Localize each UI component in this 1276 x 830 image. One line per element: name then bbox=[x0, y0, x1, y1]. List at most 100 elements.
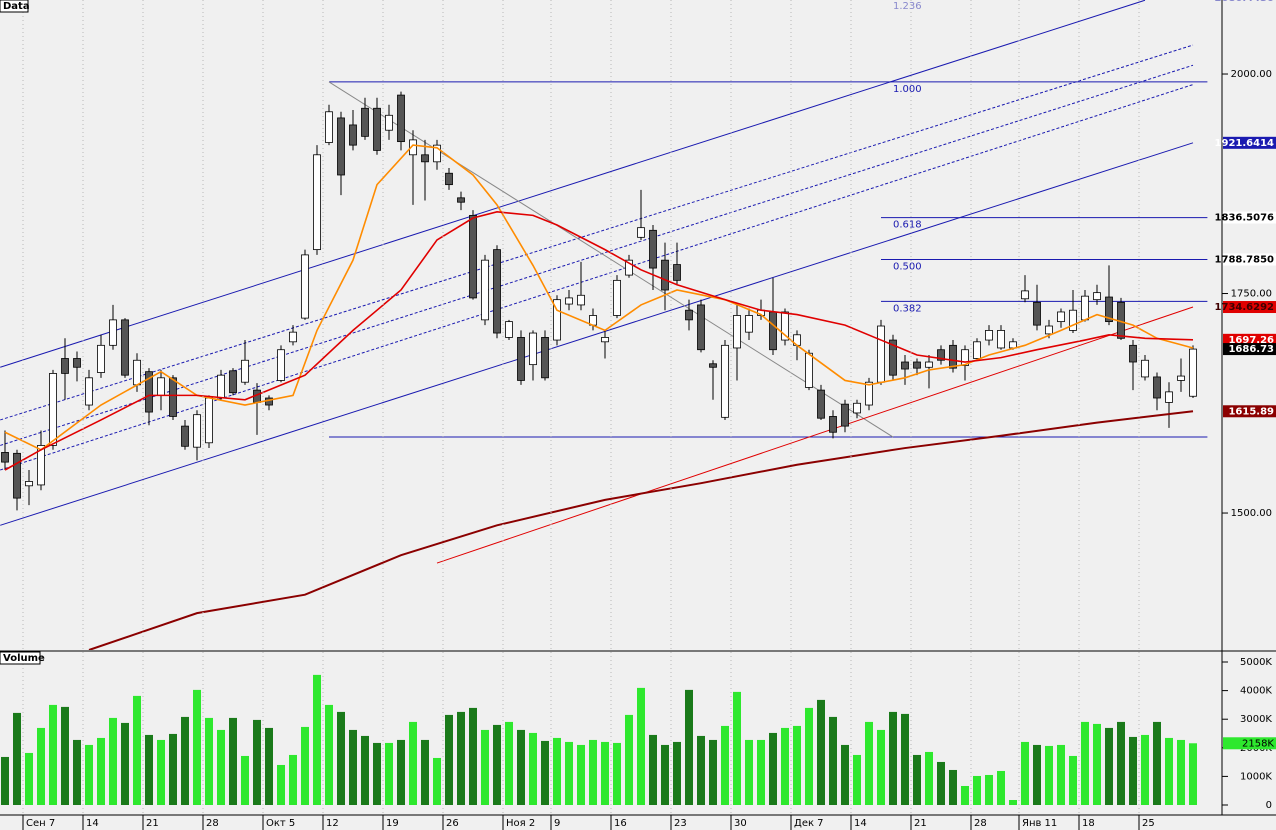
candle-body bbox=[949, 344, 957, 369]
volume-bar bbox=[265, 727, 273, 805]
volume-bar bbox=[85, 744, 93, 805]
candle-body bbox=[517, 337, 525, 381]
trend-line bbox=[436, 306, 1194, 564]
candle-body bbox=[937, 349, 945, 361]
candle-body bbox=[541, 337, 549, 379]
price-tag bbox=[1223, 0, 1276, 5]
price-tag-label: 1836.5076 bbox=[1215, 213, 1275, 224]
volume-bar bbox=[973, 775, 981, 805]
volume-bar bbox=[361, 735, 369, 805]
trend-line bbox=[0, 44, 1194, 421]
volume-bar bbox=[1021, 741, 1029, 805]
candle-body bbox=[1141, 359, 1149, 378]
volume-bar bbox=[121, 722, 129, 805]
candle-body bbox=[157, 377, 165, 396]
volume-bar bbox=[949, 769, 957, 805]
volume-bar bbox=[253, 719, 261, 805]
volume-bar bbox=[1081, 721, 1089, 805]
price-tag bbox=[1223, 343, 1276, 356]
volume-bar bbox=[421, 739, 429, 805]
price-plot bbox=[0, 0, 1208, 650]
price-tag bbox=[1223, 333, 1276, 346]
candle-body bbox=[877, 325, 885, 383]
volume-bar bbox=[493, 724, 501, 805]
candle-body bbox=[1093, 292, 1101, 301]
volume-bar bbox=[565, 741, 573, 805]
volume-bar bbox=[1057, 744, 1065, 805]
ma-line bbox=[4, 144, 1194, 451]
volume-bar bbox=[985, 774, 993, 805]
candle-body bbox=[205, 397, 213, 444]
x-tick-label: Янв 11 bbox=[1022, 818, 1057, 829]
candle-body bbox=[577, 294, 585, 306]
candle-body bbox=[37, 445, 45, 486]
candle-body bbox=[481, 259, 489, 321]
candle-body bbox=[1069, 309, 1077, 331]
candle-body bbox=[313, 154, 321, 251]
y-tick-label: 1500.00 bbox=[1231, 508, 1272, 519]
candle-body bbox=[301, 254, 309, 319]
volume-bar bbox=[589, 739, 597, 805]
volume-bar bbox=[961, 785, 969, 805]
volume-bar bbox=[529, 732, 537, 805]
candle-body bbox=[289, 331, 297, 343]
candle-body bbox=[961, 349, 969, 366]
candle-body bbox=[97, 344, 105, 373]
candle-body bbox=[913, 361, 921, 369]
candle-body bbox=[493, 249, 501, 334]
candle-body bbox=[1021, 290, 1029, 300]
volume-bar bbox=[25, 752, 33, 805]
fib-label: 1.000 bbox=[893, 84, 922, 95]
volume-bar bbox=[217, 729, 225, 805]
candle-body bbox=[529, 332, 537, 366]
candle-body bbox=[73, 358, 81, 368]
volume-bar bbox=[877, 729, 885, 805]
candle-body bbox=[985, 329, 993, 341]
volume-bar bbox=[61, 706, 69, 805]
volume-bar bbox=[505, 721, 513, 805]
fib-label: 1.236 bbox=[893, 1, 922, 12]
candle-body bbox=[901, 361, 909, 370]
y-tick-label: 1750.00 bbox=[1231, 289, 1272, 300]
price-tag-label: 1615.89 bbox=[1228, 406, 1274, 417]
candle-body bbox=[553, 299, 561, 341]
x-tick-label: 28 bbox=[974, 818, 987, 829]
volume-bar bbox=[229, 717, 237, 805]
volume-bar bbox=[181, 716, 189, 805]
candle-body bbox=[121, 319, 129, 376]
price-tag-label: 1921.6414 bbox=[1215, 138, 1275, 149]
x-tick-label: 25 bbox=[1142, 818, 1155, 829]
candle-body bbox=[565, 297, 573, 305]
volume-bar bbox=[757, 739, 765, 805]
volume-bar bbox=[277, 764, 285, 805]
candle-body bbox=[361, 107, 369, 137]
x-tick-label: 26 bbox=[446, 818, 459, 829]
candle-body bbox=[637, 227, 645, 238]
volume-bar bbox=[409, 721, 417, 805]
volume-bar bbox=[1117, 721, 1125, 805]
volume-plot bbox=[1, 674, 1197, 805]
candle-body bbox=[829, 416, 837, 433]
candle-body bbox=[853, 402, 861, 414]
candle-body bbox=[61, 358, 69, 374]
candle-body bbox=[613, 279, 621, 316]
candle-body bbox=[193, 414, 201, 448]
candle-body bbox=[733, 315, 741, 349]
volume-bar bbox=[49, 704, 57, 805]
price-tag bbox=[1223, 253, 1276, 266]
volume-bar bbox=[673, 741, 681, 805]
price-tag bbox=[1223, 405, 1276, 418]
volume-bar bbox=[1033, 744, 1041, 805]
volume-bar bbox=[169, 733, 177, 805]
volume-bar bbox=[853, 754, 861, 805]
volume-bar bbox=[313, 674, 321, 805]
volume-bar bbox=[829, 716, 837, 805]
volume-bar bbox=[517, 729, 525, 805]
x-tick-label: Окт 5 bbox=[266, 818, 295, 829]
volume-bar bbox=[613, 742, 621, 805]
volume-bar bbox=[889, 711, 897, 805]
volume-bar bbox=[601, 741, 609, 805]
x-tick-label: Дек 7 bbox=[794, 818, 824, 829]
volume-bar bbox=[1, 756, 9, 805]
